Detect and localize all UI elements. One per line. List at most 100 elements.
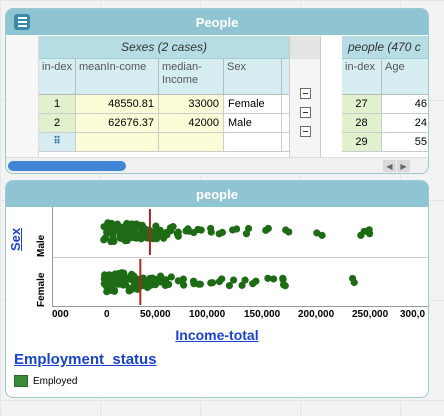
table-row[interactable]: 27 46 [342,95,428,114]
table-row[interactable]: 28 24 [342,114,428,133]
column-header-index[interactable]: in-dex [342,59,382,94]
data-point[interactable] [252,277,260,285]
cell-medianincome[interactable]: 42000 [159,114,224,132]
new-cell-medianincome[interactable] [159,133,224,151]
data-point[interactable] [165,280,173,289]
data-point[interactable] [264,274,272,282]
data-point[interactable] [143,234,151,242]
collapse-row-icon[interactable] [300,107,311,118]
table-row[interactable]: 29 55 [342,133,428,152]
table-area: Sexes (2 cases) in-dex meanIn-come media… [6,36,428,164]
table-icon[interactable] [14,14,30,30]
new-cell-sex[interactable] [224,133,282,151]
legend-title[interactable]: Employment_status [14,351,157,368]
data-point[interactable] [156,226,164,234]
cell-index: 1 [39,95,76,113]
graph-titlebar[interactable]: people [6,181,428,207]
data-point[interactable] [218,275,226,283]
legend-item[interactable]: Employed [14,375,77,387]
data-point[interactable] [207,224,215,233]
data-point[interactable] [350,278,358,287]
scroll-right-icon[interactable]: ▶ [397,160,410,172]
table-tile: People Sexes (2 cases) in-dex meanIn-com… [5,8,429,174]
cell-age[interactable]: 55 [382,133,428,151]
column-header-sex[interactable]: Sex [224,59,282,94]
data-point[interactable] [281,282,289,290]
drag-handle-icon[interactable]: ⠿ [39,133,76,151]
cell-age[interactable]: 24 [382,114,428,132]
cell-index: 2 [39,114,76,132]
row-index-strip [6,36,39,164]
data-point[interactable] [318,231,326,239]
data-point[interactable] [262,226,270,234]
graph-tile: people Sex Female Male 000 0 50,000 100,… [5,180,429,398]
x-tick: 0 [104,309,110,320]
cell-sex[interactable]: Male [224,114,282,132]
child-group-header: people (470 c [342,36,428,59]
collapse-row-icon[interactable] [300,126,311,137]
data-point[interactable] [104,219,112,227]
scroll-left-icon[interactable]: ◀ [383,160,396,172]
plot-area[interactable] [52,207,428,307]
column-header-meanincome[interactable]: meanIn-come [76,59,159,94]
data-point[interactable] [159,234,168,242]
cell-meanincome[interactable]: 62676.37 [76,114,159,132]
scatter-plot[interactable] [53,207,429,307]
table-titlebar[interactable]: People [6,9,428,35]
data-point[interactable] [229,226,237,234]
collapse-column [289,36,321,164]
data-point[interactable] [242,230,251,238]
data-point[interactable] [167,273,175,281]
data-point[interactable] [285,228,293,236]
plot-divider [53,257,428,258]
data-point[interactable] [133,276,141,285]
collapse-all-icon[interactable] [300,88,311,99]
data-point[interactable] [174,232,182,240]
data-point[interactable] [279,276,287,284]
data-point[interactable] [101,234,110,242]
data-point[interactable] [174,277,182,285]
column-header-age[interactable]: Age [382,59,428,94]
data-point[interactable] [195,280,203,288]
cell-index: 29 [342,133,382,151]
graph-title: people [196,186,238,202]
column-header-medianincome[interactable]: median-Income [159,59,224,94]
x-tick: 100,000 [189,309,226,320]
data-point[interactable] [110,235,118,244]
data-point[interactable] [241,276,249,284]
y-axis-title[interactable]: Sex [8,227,23,251]
data-point[interactable] [120,269,128,277]
cell-sex[interactable]: Female [224,95,282,113]
y-category-female: Female [36,272,47,307]
x-tick: 200,000 [298,309,335,320]
data-point[interactable] [269,275,278,283]
cell-meanincome[interactable]: 48550.81 [76,95,159,113]
column-header-index[interactable]: in-dex [39,59,76,94]
parent-table: Sexes (2 cases) in-dex meanIn-come media… [39,36,289,152]
new-cell-meanincome[interactable] [76,133,159,151]
data-point[interactable] [238,281,246,289]
table-row[interactable]: 2 62676.37 42000 Male [39,114,289,133]
table-row[interactable]: 1 48550.81 33000 Female [39,95,289,114]
data-point[interactable] [150,277,159,285]
cell-index: 27 [342,95,382,113]
data-point[interactable] [229,276,238,284]
x-axis-title[interactable]: Income-total [175,327,259,343]
data-point[interactable] [167,227,175,235]
new-case-row[interactable]: ⠿ [39,133,289,152]
data-point[interactable] [180,281,188,289]
data-point[interactable] [110,226,118,234]
x-axis-ticks: 000 0 50,000 100,000 150,000 200,000 250… [6,309,428,325]
scrollbar-thumb[interactable] [8,161,126,171]
data-point[interactable] [365,230,374,238]
data-point[interactable] [141,278,149,286]
horizontal-scrollbar[interactable]: ◀ ▶ [6,157,428,173]
x-tick: 150,000 [244,309,281,320]
data-point[interactable] [197,226,205,234]
data-point[interactable] [218,228,226,237]
data-point[interactable] [110,287,119,295]
cell-medianincome[interactable]: 33000 [159,95,224,113]
data-point[interactable] [225,281,234,290]
cell-age[interactable]: 46 [382,95,428,113]
data-point[interactable] [207,279,215,287]
